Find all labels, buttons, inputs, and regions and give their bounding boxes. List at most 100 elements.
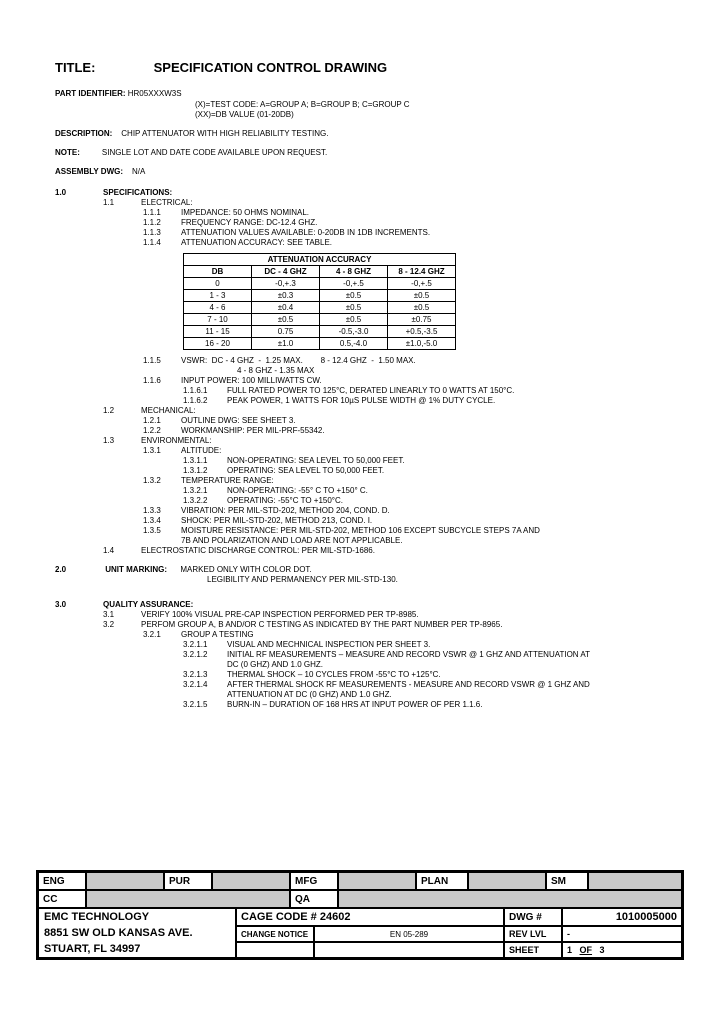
s115b: 4 - 8 GHZ - 1.35 MAX — [237, 366, 314, 375]
s1162-txt: PEAK POWER, 1 WATTS FOR 10µS PULSE WIDTH… — [227, 396, 495, 405]
ft-qa-val — [338, 890, 682, 908]
s13-num: 1.3 — [103, 436, 141, 445]
table-cell: ±0.5 — [252, 314, 320, 326]
s1321-txt: NON-OPERATING: -55° C TO +150° C. — [227, 486, 368, 495]
s3215-txt: BURN-IN – DURATION OF 168 HRS AT INPUT P… — [227, 700, 482, 709]
title-row: TITLE: SPECIFICATION CONTROL DRAWING — [55, 60, 675, 75]
s132-txt: TEMPERATURE RANGE: — [181, 476, 274, 485]
s1311-num: 1.3.1.1 — [183, 456, 227, 465]
s2-num: 2.0 — [55, 565, 103, 574]
s1322-txt: OPERATING: -55°C TO +150°C. — [227, 496, 343, 505]
ft-blank1 — [236, 942, 314, 958]
s111-num: 1.1.1 — [143, 208, 181, 217]
table-cell: 0 — [184, 278, 252, 290]
s1322-num: 1.3.2.2 — [183, 496, 227, 505]
s121-num: 1.2.1 — [143, 416, 181, 425]
s2b: LEGIBILITY AND PERMANENCY PER MIL-STD-13… — [207, 575, 398, 584]
ft-total: 3 — [600, 945, 605, 955]
table-header: 4 - 8 GHZ — [320, 266, 388, 278]
s3211-num: 3.2.1.1 — [183, 640, 227, 649]
document-page: TITLE: SPECIFICATION CONTROL DRAWING PAR… — [0, 0, 720, 720]
table-header: DB — [184, 266, 252, 278]
desc-label: DESCRIPTION: — [55, 129, 112, 138]
table-cell: 11 - 15 — [184, 326, 252, 338]
s112-num: 1.1.2 — [143, 218, 181, 227]
ft-rev-lbl: REV LVL — [504, 926, 562, 942]
table-title: ATTENUATION ACCURACY — [184, 254, 456, 266]
table-row: 7 - 10±0.5±0.5±0.75 — [184, 314, 456, 326]
s134-num: 1.3.4 — [143, 516, 181, 525]
ft-pur: PUR — [164, 872, 212, 890]
desc-row: DESCRIPTION: CHIP ATTENUATOR WITH HIGH R… — [55, 129, 675, 138]
ft-cc-val — [86, 890, 290, 908]
title-value: SPECIFICATION CONTROL DRAWING — [154, 60, 388, 75]
s1321-num: 1.3.2.1 — [183, 486, 227, 495]
ft-change-val: EN 05-289 — [314, 926, 504, 942]
note-value: SINGLE LOT AND DATE CODE AVAILABLE UPON … — [102, 148, 327, 157]
s115-txt: VSWR: DC - 4 GHZ - 1.25 MAX. 8 - 12.4 GH… — [181, 356, 416, 365]
table-cell: -0,+.5 — [320, 278, 388, 290]
s135-num: 1.3.5 — [143, 526, 181, 535]
s3212-num: 3.2.1.2 — [183, 650, 227, 659]
s31-txt: VERIFY 100% VISUAL PRE-CAP INSPECTION PE… — [141, 610, 419, 619]
ft-cc: CC — [38, 890, 86, 908]
table-cell: ±0.5 — [320, 302, 388, 314]
note-label: NOTE: — [55, 148, 93, 157]
table-row: 4 - 6±0.4±0.5±0.5 — [184, 302, 456, 314]
s111-txt: IMPEDANCE: 50 OHMS NOMINAL. — [181, 208, 309, 217]
s3212-txt: INITIAL RF MEASUREMENTS – MEASURE AND RE… — [227, 650, 590, 659]
asm-row: ASSEMBLY DWG: N/A — [55, 167, 675, 176]
s135b: 7B AND POLARIZATION AND LOAD ARE NOT APP… — [181, 536, 403, 545]
s116-txt: INPUT POWER: 100 MILLIWATTS CW. — [181, 376, 322, 385]
table-cell: -0,+.5 — [388, 278, 456, 290]
s13-label: ENVIRONMENTAL: — [141, 436, 212, 445]
s3214-num: 3.2.1.4 — [183, 680, 227, 689]
title-label: TITLE: — [55, 60, 150, 75]
table-row: 0-0,+.3-0,+.5-0,+.5 — [184, 278, 456, 290]
s3214b: ATTENUATION AT DC (0 GHZ) AND 1.0 GHZ. — [227, 690, 392, 699]
s113-num: 1.1.3 — [143, 228, 181, 237]
s116-num: 1.1.6 — [143, 376, 181, 385]
asm-value: N/A — [132, 167, 145, 176]
desc-value: CHIP ATTENUATOR WITH HIGH RELIABILITY TE… — [121, 129, 328, 138]
part-id-line3: (XX)=DB VALUE (01-20DB) — [195, 110, 675, 119]
s122-num: 1.2.2 — [143, 426, 181, 435]
ft-blank2 — [314, 942, 504, 958]
ft-mfg: MFG — [290, 872, 338, 890]
part-id-label: PART IDENTIFIER: — [55, 89, 126, 98]
s3-num: 3.0 — [55, 600, 103, 609]
s131-num: 1.3.1 — [143, 446, 181, 455]
s1-num: 1.0 — [55, 188, 103, 197]
table-cell: +0.5,-3.5 — [388, 326, 456, 338]
s3215-num: 3.2.1.5 — [183, 700, 227, 709]
ft-mfg-val — [338, 872, 416, 890]
ft-plan-val — [468, 872, 546, 890]
s133-num: 1.3.3 — [143, 506, 181, 515]
s11-label: ELECTRICAL: — [141, 198, 193, 207]
ft-rev-val: - — [562, 926, 682, 942]
s1-label: SPECIFICATIONS: — [103, 188, 172, 197]
s32-txt: PERFOM GROUP A, B AND/OR C TESTING AS IN… — [141, 620, 502, 629]
table-cell: 0.75 — [252, 326, 320, 338]
s3212b: DC (0 GHZ) AND 1.0 GHZ. — [227, 660, 323, 669]
ft-of: OF — [580, 945, 593, 955]
table-cell: ±0.3 — [252, 290, 320, 302]
table-cell: 4 - 6 — [184, 302, 252, 314]
footer-block: ENG PUR MFG PLAN SM CC QA EMC TECHNOLOGY… — [36, 870, 684, 960]
s114-num: 1.1.4 — [143, 238, 181, 247]
table-cell: ±1.0,-5.0 — [388, 338, 456, 350]
table-cell: 16 - 20 — [184, 338, 252, 350]
s12-label: MECHANICAL: — [141, 406, 196, 415]
part-id-value: HR05XXXW3S — [128, 89, 182, 98]
asm-label: ASSEMBLY DWG: — [55, 167, 123, 176]
s14-num: 1.4 — [103, 546, 141, 555]
s1162-num: 1.1.6.2 — [183, 396, 227, 405]
s1161-txt: FULL RATED POWER TO 125°C, DERATED LINEA… — [227, 386, 514, 395]
s133-txt: VIBRATION: PER MIL-STD-202, METHOD 204, … — [181, 506, 390, 515]
s14-txt: ELECTROSTATIC DISCHARGE CONTROL: PER MIL… — [141, 546, 375, 555]
table-cell: ±0.4 — [252, 302, 320, 314]
s321-num: 3.2.1 — [143, 630, 181, 639]
ft-qa: QA — [290, 890, 338, 908]
s12-num: 1.2 — [103, 406, 141, 415]
s31-num: 3.1 — [103, 610, 141, 619]
